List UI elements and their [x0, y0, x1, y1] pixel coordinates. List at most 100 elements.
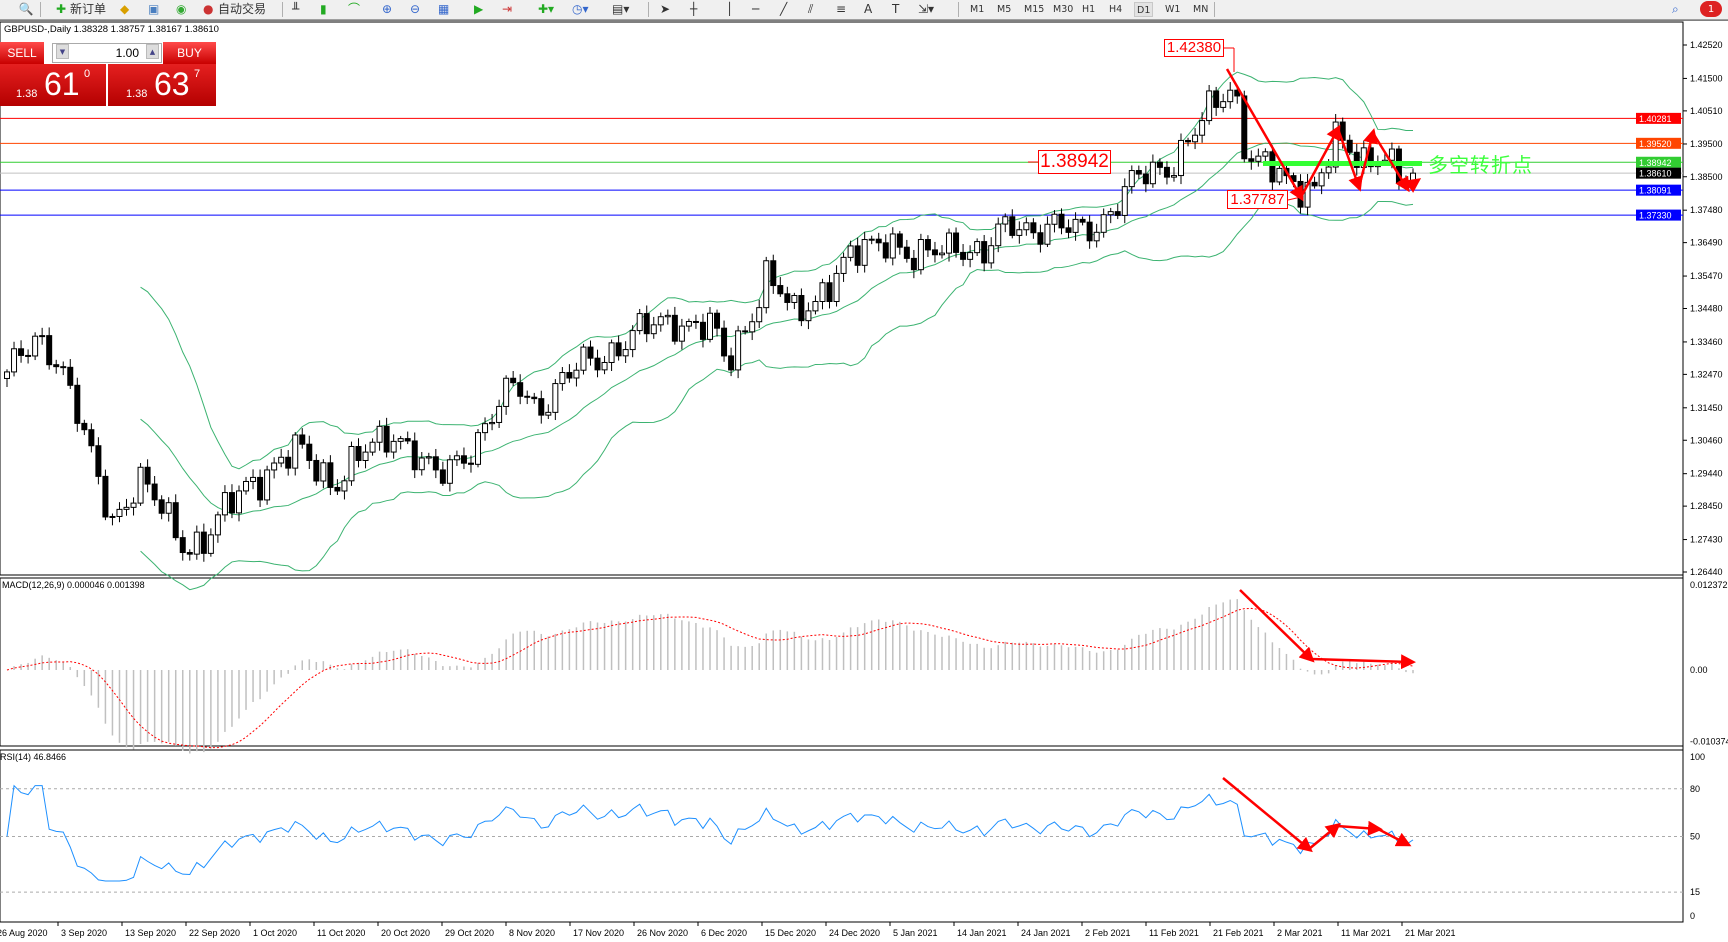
rsi-tick-label: 0 — [1690, 911, 1695, 921]
timeframe-m15[interactable]: M15 — [1024, 4, 1045, 15]
tile-windows-icon[interactable]: ▦ — [438, 2, 450, 16]
price-tick-label: 1.39500 — [1690, 139, 1723, 149]
pivot-annotation[interactable]: 1.38942 — [1038, 150, 1111, 174]
candle-bull — [938, 252, 945, 256]
bollinger-middle — [140, 142, 1414, 516]
candle-bear — [1213, 90, 1220, 108]
auto-trading-button[interactable]: 自动交易 — [218, 2, 267, 16]
auto-trading-icon[interactable]: ● — [203, 2, 214, 16]
new-order-icon[interactable]: ✚ — [55, 2, 67, 16]
fibonacci-icon[interactable]: ≡ — [836, 2, 847, 16]
candle-bull — [622, 349, 629, 357]
candle-bear — [151, 483, 158, 501]
periods-icon[interactable]: ◷▾ — [572, 2, 589, 16]
timeframe-m5[interactable]: M5 — [997, 4, 1012, 15]
candle-bull — [545, 411, 552, 416]
candle-bear — [777, 285, 784, 295]
candle-bull — [847, 245, 854, 258]
timeframe-d1[interactable]: D1 — [1134, 2, 1154, 17]
zoom-in-icon[interactable]: ⊕ — [382, 2, 393, 16]
volume-down-button[interactable]: ▼ — [56, 44, 69, 59]
trend-arrow — [1310, 654, 1416, 670]
candle-bull — [1206, 90, 1213, 122]
timeframe-h4[interactable]: H4 — [1109, 4, 1123, 15]
candle-bull — [1016, 229, 1023, 236]
search-icon[interactable]: ⌕ — [1672, 2, 1679, 16]
metaeditor-icon[interactable]: ◆ — [120, 2, 130, 16]
candle-bull — [974, 241, 981, 254]
timeframe-w1[interactable]: W1 — [1165, 4, 1181, 15]
candle-bull — [1121, 186, 1128, 216]
candlestick-icon[interactable]: ▮ — [320, 2, 327, 16]
candle-bear — [67, 366, 74, 386]
horizontal-line-icon[interactable]: ─ — [752, 2, 760, 16]
candle-bull — [1220, 101, 1227, 108]
candle-bull — [552, 383, 559, 413]
high-annotation[interactable]: 1.42380 — [1164, 39, 1224, 57]
text-icon[interactable]: A — [864, 2, 873, 16]
sell-button[interactable]: SELL — [0, 42, 44, 64]
candle-bear — [615, 342, 622, 357]
timeframe-m1[interactable]: M1 — [970, 4, 985, 15]
trendline-icon[interactable]: ╱ — [780, 2, 788, 16]
zoom-out-icon[interactable]: ⊖ — [410, 2, 421, 16]
candle-bear — [306, 443, 313, 461]
vertical-line-icon[interactable]: │ — [726, 2, 734, 16]
buy-button[interactable]: BUY — [163, 42, 216, 64]
buy-price-point: 7 — [194, 68, 201, 80]
timeframe-h1[interactable]: H1 — [1082, 4, 1096, 15]
chart-shift-icon[interactable]: ▶ — [474, 2, 484, 16]
indicators-icon[interactable]: ✚▾ — [538, 2, 555, 16]
date-tick-label: 29 Oct 2020 — [445, 928, 494, 938]
candle-bull — [1178, 139, 1185, 177]
signals-icon[interactable]: ◉ — [176, 2, 187, 16]
rsi-tick-label: 15 — [1690, 887, 1700, 897]
macd-label: MACD(12,26,9) 0.000046 0.001398 — [2, 580, 145, 590]
candle-bull — [657, 316, 664, 326]
candle-bear — [594, 357, 601, 371]
sell-price[interactable]: 1.38 61 0 — [0, 64, 106, 106]
price-tick-label: 1.36490 — [1690, 238, 1723, 248]
zoom-icon[interactable]: 🔍 — [18, 2, 34, 16]
candle-bear — [158, 499, 165, 514]
candle-bear — [643, 313, 650, 335]
buy-price[interactable]: 1.38 63 7 — [108, 64, 216, 106]
candle-bear — [981, 241, 988, 264]
candle-bear — [692, 320, 699, 323]
date-tick-label: 1 Oct 2020 — [253, 928, 297, 938]
line-chart-icon[interactable]: ⌒ — [348, 2, 361, 16]
templates-icon[interactable]: ▤▾ — [612, 2, 630, 16]
timeframe-mn[interactable]: MN — [1193, 4, 1209, 15]
candle-bull — [678, 325, 685, 342]
candle-bull — [1023, 222, 1030, 231]
navigator-icon[interactable]: ▣ — [148, 2, 160, 16]
candle-bull — [1325, 166, 1332, 174]
crosshair-icon[interactable]: ┼ — [690, 2, 698, 16]
date-tick-label: 24 Dec 2020 — [829, 928, 880, 938]
pivot-text[interactable]: 多空转折点 — [1428, 153, 1533, 177]
volume-up-button[interactable]: ▲ — [146, 44, 159, 59]
candle-bear — [102, 475, 109, 518]
date-tick-label: 6 Dec 2020 — [701, 928, 747, 938]
bar-chart-icon[interactable]: ╨ — [292, 2, 300, 16]
new-order-button[interactable]: 新订单 — [70, 2, 107, 16]
text-label-icon[interactable]: T — [892, 2, 900, 16]
low-annotation[interactable]: 1.37787 — [1227, 190, 1288, 209]
timeframe-m30[interactable]: M30 — [1053, 4, 1074, 15]
equidistant-channel-icon[interactable]: ⫽ — [808, 2, 814, 16]
candle-bear — [74, 384, 81, 424]
one-click-trading-panel: SELL 1.00 ▼ ▲ BUY 1.38 61 0 1.38 63 7 — [0, 42, 216, 106]
autoscroll-icon[interactable]: ⇥ — [502, 2, 513, 16]
candle-bull — [453, 455, 460, 461]
price-tick-label: 1.34480 — [1690, 304, 1723, 314]
candle-bull — [1093, 231, 1100, 242]
cursor-icon[interactable]: ➤ — [660, 2, 671, 16]
candle-bull — [425, 456, 432, 459]
volume-input[interactable]: 1.00 — [52, 43, 162, 63]
notification-icon[interactable]: 1 — [1700, 1, 1722, 17]
macd-tick-label: -0.010374 — [1690, 736, 1728, 746]
candle-bull — [369, 441, 376, 453]
arrows-icon[interactable]: ⇲▾ — [918, 2, 935, 16]
candle-bull — [756, 307, 763, 323]
